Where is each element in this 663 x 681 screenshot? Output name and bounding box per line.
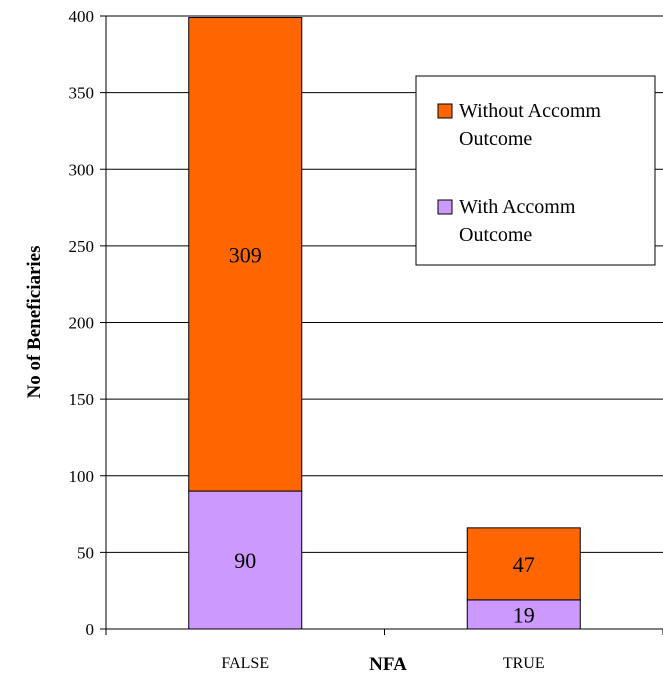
y-tick-label: 50 xyxy=(77,543,94,562)
y-tick-label: 150 xyxy=(69,390,95,409)
bars xyxy=(188,17,581,630)
y-tick-label: 350 xyxy=(69,84,95,103)
legend-swatch-with-accomm xyxy=(437,199,453,215)
y-axis-title: No of Beneficiaries xyxy=(24,245,45,398)
y-tick-label: 200 xyxy=(69,314,95,333)
y-tick-labels: 0 50 100 150 200 250 300 350 400 xyxy=(69,7,95,639)
legend-label-without-accomm-line2: Outcome xyxy=(459,128,532,150)
data-label-without-accomm-outcome-false: 309 xyxy=(229,242,262,267)
legend: Without Accomm Outcome With Accomm Outco… xyxy=(415,75,656,266)
legend-label-without-accomm-line1: Without Accomm xyxy=(459,100,601,122)
data-labels: 90 309 19 47 xyxy=(229,242,535,627)
legend-box xyxy=(415,75,656,266)
bar-without-accomm-outcome-false xyxy=(188,17,303,492)
y-tick-label: 250 xyxy=(69,237,95,256)
x-tick-label-true: TRUE xyxy=(503,655,545,672)
bar-without-accomm-outcome-true xyxy=(466,527,581,601)
legend-swatch-without-accomm xyxy=(437,103,453,119)
legend-label-with-accomm-line2: Outcome xyxy=(459,224,532,246)
x-axis-title: NFA xyxy=(369,654,407,675)
data-label-without-accomm-outcome-true: 47 xyxy=(513,552,535,577)
bar-with-accomm-outcome-true xyxy=(466,599,581,630)
y-tick-label: 400 xyxy=(69,7,95,26)
legend-label-with-accomm-line1: With Accomm xyxy=(459,196,576,218)
x-tick-labels: FALSE TRUE xyxy=(221,655,544,672)
y-tick-label: 0 xyxy=(86,620,95,639)
axes xyxy=(100,15,663,635)
bar-with-accomm-outcome-false xyxy=(188,490,303,630)
data-label-with-accomm-outcome-true: 19 xyxy=(513,602,535,627)
y-tick-label: 300 xyxy=(69,160,95,179)
y-tick-label: 100 xyxy=(69,467,95,486)
data-label-with-accomm-outcome-false: 90 xyxy=(234,548,256,573)
x-tick-label-false: FALSE xyxy=(221,655,269,672)
